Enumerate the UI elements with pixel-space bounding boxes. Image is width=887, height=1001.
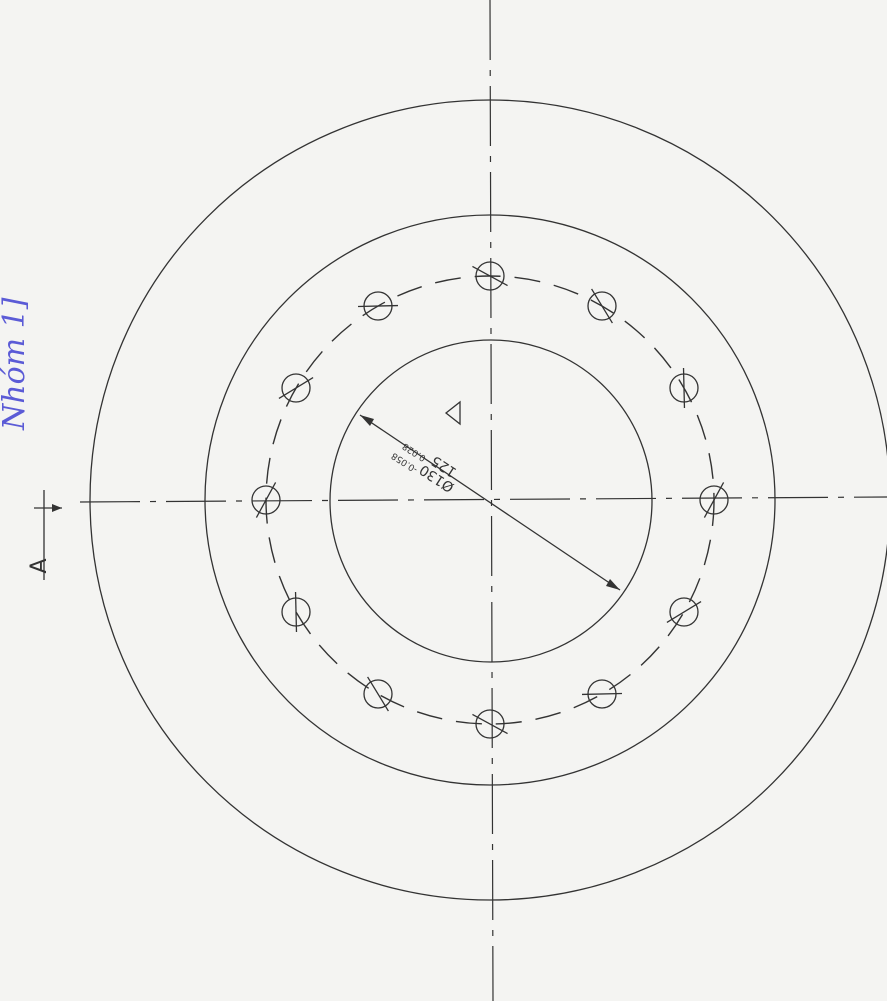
hole-mark	[666, 601, 702, 623]
hole	[475, 261, 505, 291]
arrow-head	[52, 504, 62, 512]
hole	[475, 709, 505, 739]
holes	[251, 261, 729, 739]
surface-symbol	[444, 400, 461, 426]
hole	[251, 485, 281, 515]
hole-mark	[472, 265, 508, 287]
hole	[281, 373, 311, 403]
horizontal-center-line	[79, 496, 887, 503]
hole-mark	[278, 377, 314, 399]
hole-mark	[682, 367, 686, 409]
inner-circle	[329, 339, 653, 663]
dimension-line	[359, 414, 621, 591]
hole-mark	[703, 482, 725, 518]
section-label: A	[27, 558, 52, 573]
hole	[587, 291, 617, 321]
hole-mark	[581, 692, 623, 696]
outer-circle	[89, 99, 887, 901]
middle-circle	[204, 214, 776, 786]
hole-mark	[591, 288, 613, 324]
hole	[699, 485, 729, 515]
vertical-center-line	[489, 0, 494, 1001]
hole-mark	[294, 591, 298, 633]
arrow-head	[606, 579, 620, 590]
hole-mark	[367, 676, 389, 712]
hole-mark	[255, 482, 277, 518]
arrow-head	[360, 415, 374, 426]
hole-mark	[472, 713, 508, 735]
hole	[363, 679, 393, 709]
hole	[669, 597, 699, 627]
handwritten-note: Nhóm 1]	[0, 297, 32, 431]
hole-mark	[357, 304, 399, 308]
